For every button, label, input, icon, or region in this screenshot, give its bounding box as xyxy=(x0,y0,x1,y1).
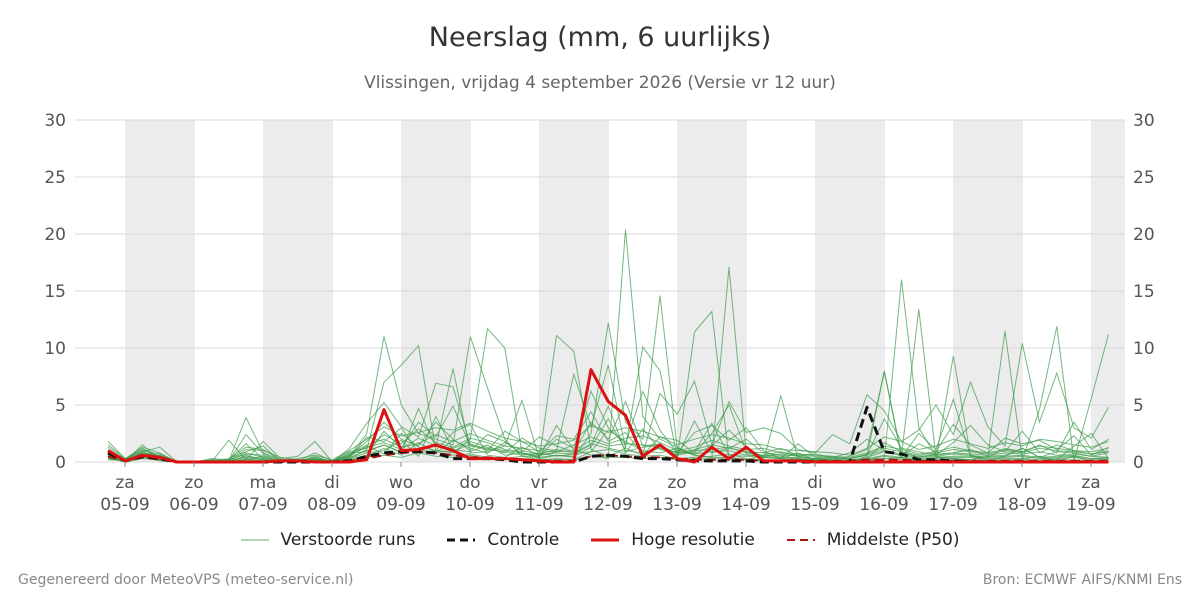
ensemble-member-line xyxy=(107,343,1109,463)
x-tick-label-date: 16-09 xyxy=(859,495,908,515)
legend: Verstoorde runs Controle Hoge resolutie … xyxy=(0,530,1200,550)
x-tick-label-day: zo xyxy=(667,473,686,493)
legend-item-controle[interactable]: Controle xyxy=(447,530,559,550)
legend-label-hoge-resolutie: Hoge resolutie xyxy=(631,530,755,550)
x-tick-label-day: za xyxy=(115,473,134,493)
x-tick-label-date: 18-09 xyxy=(997,495,1046,515)
x-tick-label-date: 05-09 xyxy=(100,495,149,515)
legend-label-controle: Controle xyxy=(487,530,560,550)
legend-swatch-ensemble xyxy=(240,539,269,541)
y-tick-label-right: 15 xyxy=(1133,282,1155,302)
ensemble-member-line xyxy=(107,432,1109,463)
x-tick-label-day: vr xyxy=(530,473,547,493)
x-tick-label-day: ma xyxy=(733,473,760,493)
x-tick-label-day: ma xyxy=(250,473,277,493)
footer-generated-by: Gegenereerd door MeteoVPS (meteo-service… xyxy=(18,572,354,588)
ensemble-member-line xyxy=(107,437,1109,463)
y-tick-label-left: 15 xyxy=(44,282,66,302)
x-tick-label-date: 06-09 xyxy=(169,495,218,515)
x-tick-label-day: wo xyxy=(389,473,413,493)
x-tick-label-date: 10-09 xyxy=(445,495,494,515)
y-tick-label-left: 30 xyxy=(44,111,66,131)
y-tick-label-right: 30 xyxy=(1133,111,1155,131)
ensemble-member-line xyxy=(107,422,1109,463)
legend-item-ensemble[interactable]: Verstoorde runs xyxy=(240,530,416,550)
x-tick-label-day: za xyxy=(1081,473,1100,493)
x-tick-label-date: 14-09 xyxy=(721,495,770,515)
y-tick-label-left: 0 xyxy=(55,453,66,473)
legend-label-ensemble: Verstoorde runs xyxy=(280,530,416,550)
y-tick-label-left: 10 xyxy=(44,339,66,359)
x-tick-label-date: 11-09 xyxy=(514,495,563,515)
y-tick-label-right: 5 xyxy=(1133,396,1144,416)
x-tick-label-date: 15-09 xyxy=(790,495,839,515)
y-tick-label-right: 10 xyxy=(1133,339,1155,359)
x-tick-label-date: 12-09 xyxy=(583,495,632,515)
x-tick-label-date: 13-09 xyxy=(652,495,701,515)
y-tick-label-right: 25 xyxy=(1133,168,1155,188)
y-tick-label-left: 25 xyxy=(44,168,66,188)
series-line-hoge-resolutie xyxy=(107,368,1109,464)
x-tick-label-day: za xyxy=(598,473,617,493)
x-tick-label-date: 07-09 xyxy=(238,495,287,515)
legend-label-p50: Middelste (P50) xyxy=(826,530,960,550)
x-tick-label-date: 17-09 xyxy=(928,495,977,515)
y-tick-label-right: 0 xyxy=(1133,453,1144,473)
legend-item-p50[interactable]: Middelste (P50) xyxy=(786,530,960,550)
x-tick-label-date: 08-09 xyxy=(307,495,356,515)
x-tick-label-date: 19-09 xyxy=(1066,495,1115,515)
legend-swatch-hoge-resolutie xyxy=(591,538,620,542)
x-tick-label-day: wo xyxy=(872,473,896,493)
x-tick-label-day: di xyxy=(324,473,340,493)
legend-swatch-p50 xyxy=(786,539,815,541)
y-tick-label-left: 5 xyxy=(55,396,66,416)
legend-swatch-controle xyxy=(447,538,476,542)
x-tick-label-day: do xyxy=(942,473,963,493)
y-tick-label-left: 20 xyxy=(44,225,66,245)
legend-item-hoge-resolutie[interactable]: Hoge resolutie xyxy=(591,530,755,550)
ensemble-member-line xyxy=(107,404,1109,463)
x-tick-label-day: di xyxy=(807,473,823,493)
y-tick-label-right: 20 xyxy=(1133,225,1155,245)
footer-source: Bron: ECMWF AIFS/KNMI Ens xyxy=(982,572,1182,588)
chart-title: Neerslag (mm, 6 uurlijks) xyxy=(428,22,772,53)
series-layer xyxy=(107,368,1109,464)
x-tick-label-day: vr xyxy=(1013,473,1030,493)
chart-subtitle: Vlissingen, vrijdag 4 september 2026 (Ve… xyxy=(364,73,836,93)
x-tick-label-day: do xyxy=(459,473,480,493)
x-tick-label-date: 09-09 xyxy=(376,495,425,515)
x-tick-label-day: zo xyxy=(184,473,203,493)
